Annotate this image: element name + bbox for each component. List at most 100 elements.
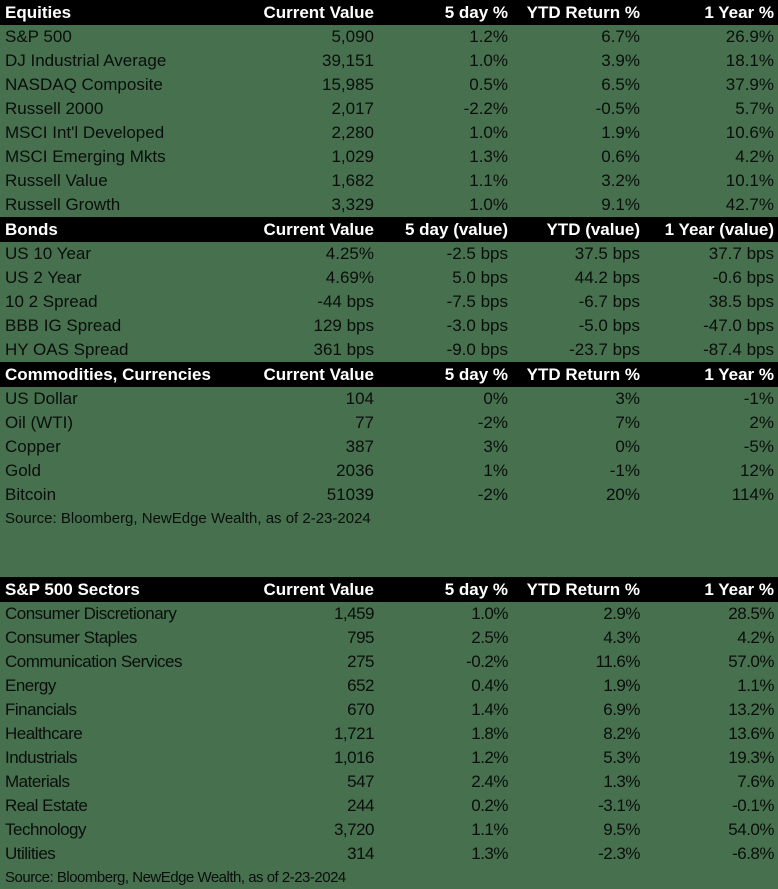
row-value: -1% [743,389,774,408]
row-value: 1,016 [333,748,375,767]
table-row: Oil (WTI) 77 -2% 7% 2% [0,411,778,435]
table-row: Industrials 1,016 1.2% 5.3% 19.3% [0,746,778,770]
row-value: 1,682 [331,171,374,190]
row-value: 37.7 bps [708,244,774,263]
row-value: 4.69% [325,268,374,287]
row-value: -2.5 bps [446,244,508,263]
sectors-table-header: S&P 500 Sectors Current Value 5 day % YT… [0,577,778,602]
row-value: 0.5% [469,75,508,94]
row-value: 652 [347,676,374,695]
row-value: 18.1% [725,51,774,70]
row-value: 19.3% [728,748,774,767]
row-value: 1.2% [471,748,508,767]
row-value: 9.5% [603,820,640,839]
section-gap [0,531,778,577]
table-row: MSCI Emerging Mkts 1,029 1.3% 0.6% 4.2% [0,145,778,169]
row-value: 20% [605,485,640,504]
commodities-currencies-table: Commodities, Currencies Current Value 5 … [0,362,778,507]
row-value: 2,017 [331,99,374,118]
row-value: 1,721 [333,724,375,743]
row-value: -0.5% [595,99,640,118]
row-label: Communication Services [5,652,183,671]
row-value: 1.4% [471,700,508,719]
row-value: 5.3% [603,748,640,767]
row-label: Oil (WTI) [5,413,73,432]
row-value: 2.5% [471,628,508,647]
sectors-table-body: Consumer Discretionary 1,459 1.0% 2.9% 28.5%… [0,602,778,866]
row-value: 129 bps [313,316,375,335]
table-row: Utilities 314 1.3% -2.3% -6.8% [0,842,778,866]
table-row: Materials 547 2.4% 1.3% 7.6% [0,770,778,794]
row-value: 13.2% [728,700,774,719]
row-label: NASDAQ Composite [5,75,163,94]
row-value: 795 [347,628,374,647]
row-value: -2% [477,413,508,432]
row-value: 8.2% [603,724,640,743]
equities-table-body: S&P 500 5,090 1.2% 6.7% 26.9% DJ Industrial A… [0,25,778,217]
row-value: -3.0 bps [446,316,508,335]
row-value: -6.8% [732,844,774,863]
table-row: Energy 652 0.4% 1.9% 1.1% [0,674,778,698]
row-value: -5.0 bps [578,316,640,335]
row-value: 0.6% [601,147,640,166]
table-row: Gold 2036 1% -1% 12% [0,459,778,483]
table-row: Technology 3,720 1.1% 9.5% 54.0% [0,818,778,842]
row-value: -2% [477,485,508,504]
table-title: S&P 500 Sectors [5,580,140,599]
table-title: Equities [5,3,72,22]
row-value: 15,985 [322,75,374,94]
row-value: 7.6% [737,772,774,791]
column-header-1year: 1 Year % [704,580,774,599]
table-row: Financials 670 1.4% 6.9% 13.2% [0,698,778,722]
commodities-table-body: US Dollar 104 0% 3% -1% Oil (WTI) 77 -2% 7% 2% Cop… [0,387,778,507]
row-value: 2,280 [331,123,374,142]
row-value: 28.5% [728,604,774,623]
column-header-1year: 1 Year (value) [664,220,774,239]
row-label: BBB IG Spread [5,316,122,335]
row-value: 5.0 bps [452,268,508,287]
column-header-5day: 5 day (value) [405,220,508,239]
row-value: 670 [347,700,374,719]
row-value: 4.25% [325,244,374,263]
row-value: 7% [615,413,640,432]
table-row: Russell 2000 2,017 -2.2% -0.5% 5.7% [0,97,778,121]
row-value: 1% [483,461,508,480]
row-label: Russell 2000 [5,99,104,118]
table-row: Real Estate 244 0.2% -3.1% -0.1% [0,794,778,818]
row-value: -6.7 bps [578,292,640,311]
row-value: 57.0% [728,652,774,671]
row-value: -23.7 bps [569,340,640,359]
row-label: Consumer Staples [5,628,137,647]
table-row: DJ Industrial Average 39,151 1.0% 3.9% 18.1% [0,49,778,73]
row-label: Copper [5,437,61,456]
bonds-table-header: Bonds Current Value 5 day (value) YTD (v… [0,217,778,242]
row-value: 6.5% [601,75,640,94]
table-row: US Dollar 104 0% 3% -1% [0,387,778,411]
sp500-sectors-table: S&P 500 Sectors Current Value 5 day % YT… [0,577,778,866]
row-value: 1,459 [333,604,375,623]
row-label: Bitcoin [5,485,57,504]
column-header-current-value: Current Value [263,3,374,22]
row-label: Materials [5,772,70,791]
row-value: 3,720 [333,820,375,839]
row-value: 12% [739,461,774,480]
row-value: 0.4% [471,676,508,695]
table-row: 10 2 Spread -44 bps -7.5 bps -6.7 bps 38.5 b… [0,290,778,314]
row-value: 1.0% [469,123,508,142]
row-value: -3.1% [598,796,640,815]
row-value: 0.2% [471,796,508,815]
row-value: -2.2% [463,99,508,118]
row-label: Consumer Discretionary [5,604,177,623]
table-row: NASDAQ Composite 15,985 0.5% 6.5% 37.9% [0,73,778,97]
row-label: Utilities [5,844,56,863]
row-value: 39,151 [322,51,374,70]
row-value: 37.5 bps [574,244,640,263]
row-label: MSCI Int'l Developed [5,123,165,142]
row-value: 3,329 [331,195,374,214]
row-value: 4.2% [737,628,774,647]
row-label: Financials [5,700,77,719]
row-value: 6.9% [603,700,640,719]
row-value: 77 [355,413,374,432]
row-value: 1.8% [471,724,508,743]
row-label: US Dollar [5,389,78,408]
